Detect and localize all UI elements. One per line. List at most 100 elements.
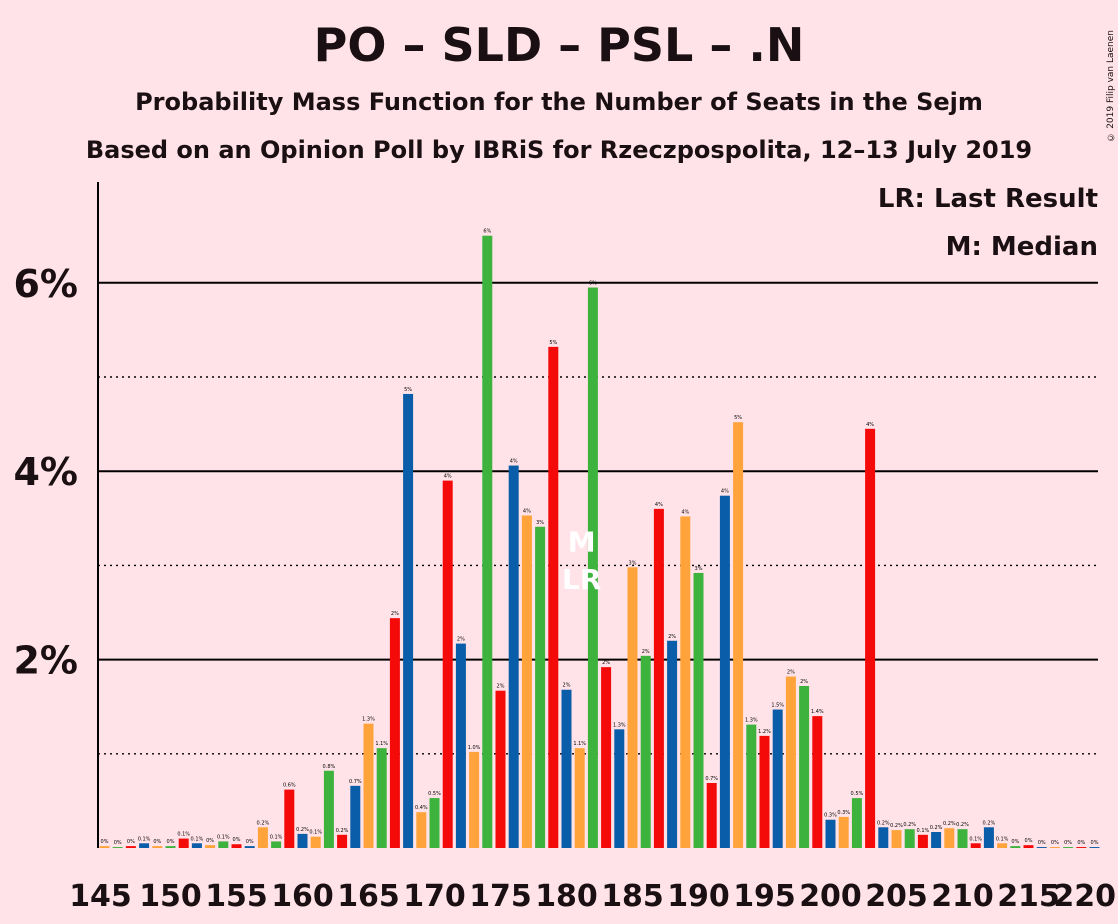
bar-label-seat-180: 2% bbox=[563, 683, 571, 689]
bar-label-seat-203: 4% bbox=[866, 422, 874, 428]
bar-label-seat-219: 0% bbox=[1077, 840, 1085, 846]
bar-seat-154 bbox=[218, 841, 229, 848]
x-tick-label: 190 bbox=[667, 879, 730, 914]
bar-label-seat-149: 0% bbox=[153, 839, 161, 845]
bar-seat-157 bbox=[257, 827, 268, 848]
bar-label-seat-207: 0.1% bbox=[917, 828, 930, 834]
bar-seat-168 bbox=[403, 393, 414, 848]
bar-label-seat-198: 2% bbox=[800, 679, 808, 685]
bar-label-seat-189: 4% bbox=[681, 509, 689, 515]
bar-seat-145 bbox=[99, 846, 110, 848]
bar-seat-152 bbox=[191, 843, 202, 848]
bar-seat-188 bbox=[667, 640, 678, 848]
bar-label-seat-164: 0.7% bbox=[349, 779, 362, 785]
bar-label-seat-216: 0% bbox=[1038, 840, 1046, 846]
bar-seat-174 bbox=[482, 235, 493, 848]
bar-seat-179 bbox=[548, 346, 559, 848]
bar-seat-155 bbox=[231, 844, 242, 848]
bar-label-seat-206: 0.2% bbox=[903, 822, 916, 828]
bar-seat-190 bbox=[693, 572, 704, 848]
bar-label-seat-217: 0% bbox=[1051, 840, 1059, 846]
bar-seat-182 bbox=[587, 287, 598, 848]
bar-label-seat-161: 0.1% bbox=[309, 830, 322, 836]
bar-seat-169 bbox=[416, 812, 427, 848]
bar-seat-173 bbox=[469, 751, 480, 848]
bar-label-seat-174: 6% bbox=[483, 229, 491, 235]
bar-seat-151 bbox=[178, 838, 189, 848]
bar-seat-159 bbox=[284, 789, 295, 848]
bar-seat-218 bbox=[1063, 847, 1074, 848]
bar-label-seat-173: 1.0% bbox=[468, 745, 481, 751]
bar-seat-207 bbox=[917, 834, 928, 848]
x-tick-label: 165 bbox=[337, 879, 400, 914]
bar-seat-183 bbox=[601, 667, 612, 848]
bar-label-seat-177: 4% bbox=[523, 508, 531, 514]
bar-seat-181 bbox=[574, 748, 585, 848]
bar-seat-166 bbox=[376, 748, 387, 848]
bar-label-seat-197: 2% bbox=[787, 670, 795, 676]
bar-label-seat-169: 0.4% bbox=[415, 805, 428, 811]
y-axis-ticks: 2% 4% 6% bbox=[13, 262, 78, 683]
bar-label-seat-212: 0.2% bbox=[983, 820, 996, 826]
bar-label-seat-195: 1.2% bbox=[758, 729, 771, 735]
x-tick-label: 150 bbox=[139, 879, 202, 914]
bar-seat-191 bbox=[706, 783, 717, 848]
bar-label-seat-190: 3% bbox=[695, 566, 703, 572]
bar-seat-146 bbox=[112, 847, 123, 848]
bar-label-seat-204: 0.2% bbox=[877, 820, 890, 826]
bar-label-seat-157: 0.2% bbox=[257, 820, 270, 826]
bar-label-seat-163: 0.2% bbox=[336, 828, 349, 834]
bar-seat-162 bbox=[323, 770, 334, 848]
bar-seat-201 bbox=[838, 816, 849, 848]
bar-seat-171 bbox=[442, 480, 453, 848]
bar-seat-178 bbox=[535, 526, 546, 848]
bar-seat-164 bbox=[350, 785, 361, 848]
bar-label-seat-199: 1.4% bbox=[811, 709, 824, 715]
bar-label-seat-185: 3% bbox=[629, 560, 637, 566]
bar-seat-153 bbox=[205, 845, 216, 848]
y-tick-label: 2% bbox=[13, 639, 78, 683]
bar-seat-198 bbox=[799, 685, 810, 848]
bar-seat-175 bbox=[495, 690, 506, 848]
bar-label-seat-218: 0% bbox=[1064, 840, 1072, 846]
x-tick-label: 170 bbox=[403, 879, 466, 914]
legend-last-result: LR: Last Result bbox=[877, 184, 1098, 214]
bar-label-seat-152: 0.1% bbox=[191, 836, 204, 842]
bar-seat-214 bbox=[1010, 846, 1021, 848]
bar-label-seat-148: 0.1% bbox=[138, 836, 151, 842]
bar-seat-194 bbox=[746, 724, 757, 848]
bar-label-seat-178: 3% bbox=[536, 520, 544, 526]
bar-seat-206 bbox=[904, 829, 915, 848]
median-marker: M bbox=[568, 525, 596, 558]
x-tick-label: 215 bbox=[997, 879, 1060, 914]
bar-seat-158 bbox=[271, 841, 282, 848]
bar-seat-219 bbox=[1076, 847, 1087, 848]
bar-seat-167 bbox=[389, 618, 400, 848]
bar-label-seat-172: 2% bbox=[457, 637, 465, 643]
bar-seat-156 bbox=[244, 846, 255, 848]
bar-label-seat-181: 1.1% bbox=[573, 741, 586, 747]
chart-subtitle: Probability Mass Function for the Number… bbox=[135, 88, 983, 116]
bar-seat-177 bbox=[521, 515, 532, 848]
bar-seat-211 bbox=[970, 843, 981, 848]
bar-seat-189 bbox=[680, 516, 691, 848]
bar-seat-208 bbox=[931, 831, 942, 848]
bar-label-seat-184: 1.3% bbox=[613, 722, 626, 728]
bar-seat-161 bbox=[310, 836, 321, 848]
bar-label-seat-220: 0% bbox=[1091, 840, 1099, 846]
bar-label-seat-186: 2% bbox=[642, 649, 650, 655]
bar-label-seat-191: 0.7% bbox=[705, 776, 718, 782]
bar-seat-187 bbox=[653, 508, 664, 848]
bar-label-seat-150: 0% bbox=[167, 839, 175, 845]
bar-seat-205 bbox=[891, 830, 902, 848]
bar-label-seat-165: 1.3% bbox=[362, 717, 375, 723]
bar-label-seat-205: 0.2% bbox=[890, 823, 903, 829]
bar-seat-217 bbox=[1049, 847, 1060, 848]
bar-label-seat-211: 0.1% bbox=[969, 836, 982, 842]
bar-label-seat-192: 4% bbox=[721, 489, 729, 495]
bar-label-seat-182: 6% bbox=[589, 281, 597, 287]
bar-label-seat-214: 0% bbox=[1011, 839, 1019, 845]
bar-seat-163 bbox=[337, 834, 348, 848]
x-tick-label: 155 bbox=[205, 879, 268, 914]
bar-seat-195 bbox=[759, 735, 770, 848]
